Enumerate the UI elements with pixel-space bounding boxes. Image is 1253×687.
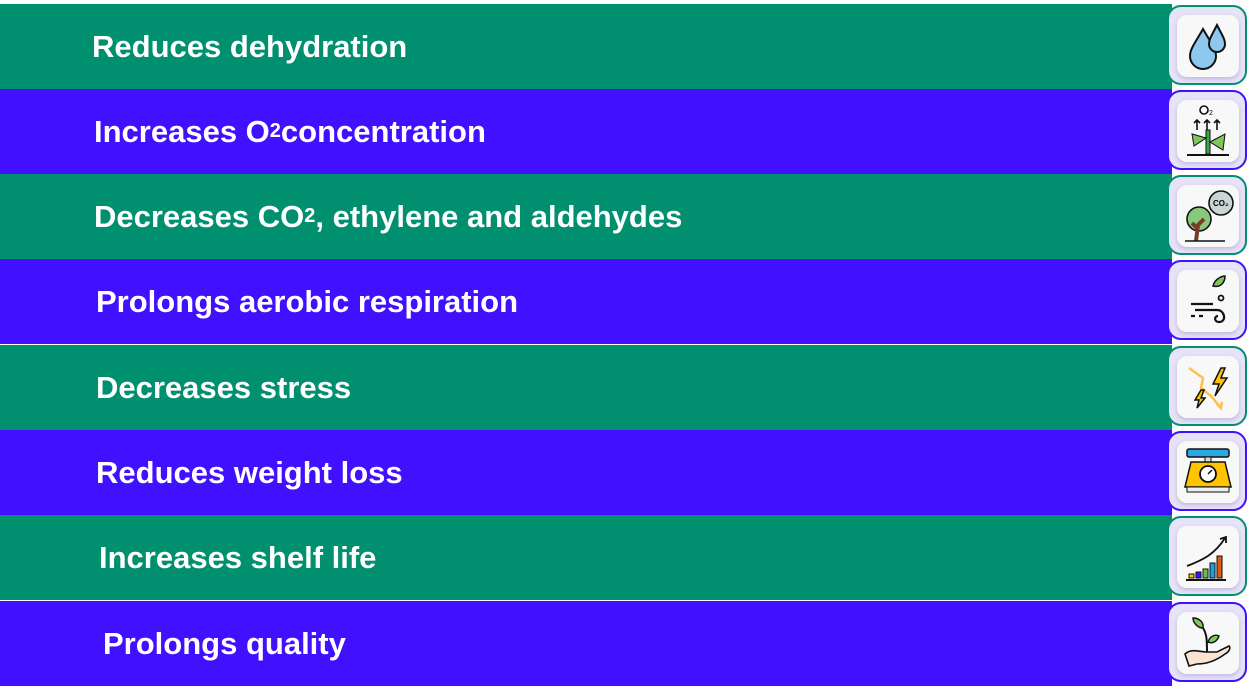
- row-label: Prolongs aerobic respiration: [96, 283, 519, 319]
- benefit-row-8: Prolongs quality: [0, 601, 1253, 686]
- row-bar: [0, 89, 1172, 174]
- row-label: Reduces weight loss: [96, 454, 403, 490]
- row-bar: [0, 430, 1172, 515]
- benefit-row-5: Decreases stress: [0, 345, 1253, 430]
- wind-leaf-icon: [1167, 260, 1247, 340]
- row-label: Prolongs quality: [103, 625, 346, 661]
- benefit-row-1: Reduces dehydration: [0, 4, 1253, 89]
- row-bar: [0, 345, 1172, 430]
- row-label: Decreases stress: [96, 369, 352, 405]
- lightning-stress-icon: [1167, 346, 1247, 426]
- benefit-row-6: Reduces weight loss: [0, 430, 1253, 515]
- benefit-row-3: Decreases CO 2, ethylene and aldehydes CO…: [0, 174, 1253, 259]
- benefit-row-7: Increases shelf life: [0, 515, 1253, 600]
- tree-co2-icon: CO₂: [1167, 175, 1247, 255]
- benefit-row-4: Prolongs aerobic respiration: [0, 259, 1253, 344]
- row-bar: [0, 259, 1172, 344]
- hand-sprout-icon: [1167, 602, 1247, 682]
- plant-oxygen-icon: 2: [1167, 90, 1247, 170]
- svg-text:2: 2: [1209, 110, 1213, 117]
- row-bar: [0, 515, 1172, 600]
- growth-chart-icon: [1167, 516, 1247, 596]
- row-label: Decreases CO 2, ethylene and aldehydes: [94, 198, 683, 234]
- water-drops-icon: [1167, 5, 1247, 85]
- row-bar: [0, 4, 1172, 89]
- row-label: Increases shelf life: [99, 539, 377, 575]
- svg-text:CO₂: CO₂: [1213, 199, 1229, 208]
- weighing-scale-icon: [1167, 431, 1247, 511]
- row-label: Reduces dehydration: [92, 28, 408, 64]
- row-bar: [0, 174, 1172, 259]
- row-bar: [0, 601, 1172, 686]
